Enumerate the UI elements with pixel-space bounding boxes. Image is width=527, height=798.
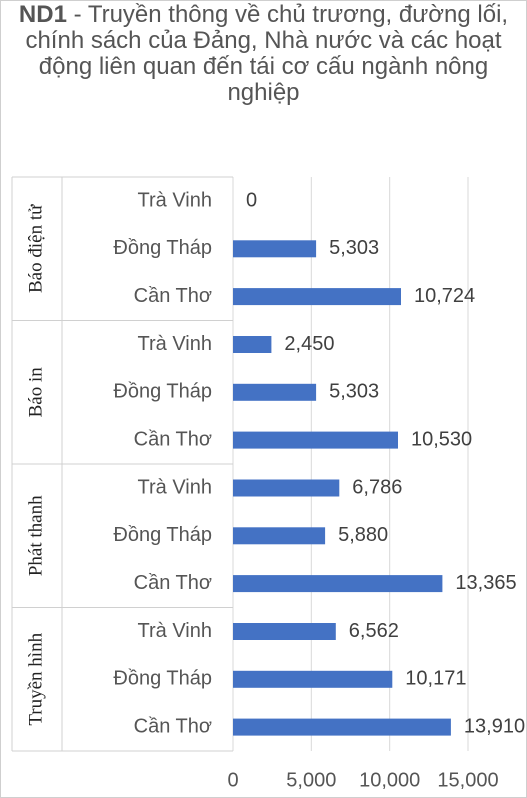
bar-2-0 — [233, 479, 340, 497]
category-label-1-0: Trà Vinh — [138, 333, 212, 355]
group-label-1: Báo in — [25, 367, 46, 418]
bar-3-1 — [233, 670, 393, 688]
bar-1-2 — [233, 431, 398, 449]
category-label-3-1: Đồng Tháp — [113, 668, 212, 690]
x-tick-label-0: 0 — [227, 769, 238, 791]
bar-3-0 — [233, 623, 336, 640]
group-label-0: Báo điện tử — [25, 204, 46, 293]
chart-title-prefix: ND1 — [18, 1, 67, 28]
data-label-0-0: 0 — [246, 189, 257, 211]
data-label-0-2: 10,724 — [414, 285, 475, 307]
bar-1-1 — [233, 383, 317, 401]
group-label-3: Truyền hình — [25, 632, 46, 725]
data-label-2-2: 13,365 — [455, 572, 516, 594]
category-label-2-2: Cần Thơ — [134, 572, 212, 594]
category-label-3-2: Cần Thơ — [134, 715, 212, 737]
bar-0-2 — [233, 288, 401, 306]
data-label-1-2: 10,530 — [411, 428, 472, 450]
data-label-1-0: 2,450 — [284, 333, 334, 355]
x-tick-label-2: 10,000 — [359, 769, 420, 791]
category-label-1-2: Cần Thơ — [134, 428, 212, 450]
category-label-3-0: Trà Vinh — [138, 620, 212, 642]
data-label-2-1: 5,880 — [338, 524, 388, 546]
data-label-2-0: 6,786 — [352, 476, 402, 498]
category-label-2-1: Đồng Tháp — [113, 524, 212, 546]
chart-title-text: - Truyền thông về chủ trương, đường lối,… — [25, 1, 509, 106]
bar-2-1 — [233, 527, 326, 545]
x-tick-label-3: 15,000 — [437, 769, 498, 791]
chart-title: ND1 - Truyền thông về chủ trương, đường … — [0, 2, 527, 106]
data-label-0-1: 5,303 — [329, 237, 379, 259]
category-label-0-1: Đồng Tháp — [113, 237, 212, 259]
data-label-3-0: 6,562 — [349, 620, 399, 642]
category-label-0-0: Trà Vinh — [138, 189, 212, 211]
bar-0-1 — [233, 240, 317, 258]
bar-2-2 — [233, 575, 443, 593]
data-label-3-1: 10,171 — [405, 668, 466, 690]
category-label-0-2: Cần Thơ — [134, 285, 212, 307]
data-label-3-2: 13,910 — [464, 715, 525, 737]
category-label-2-0: Trà Vinh — [138, 476, 212, 498]
group-label-2: Phát thanh — [25, 495, 46, 576]
bar-3-2 — [233, 718, 451, 736]
bar-1-0 — [233, 336, 272, 353]
x-tick-label-1: 5,000 — [286, 769, 336, 791]
data-label-1-1: 5,303 — [329, 381, 379, 403]
category-label-1-1: Đồng Tháp — [113, 381, 212, 403]
